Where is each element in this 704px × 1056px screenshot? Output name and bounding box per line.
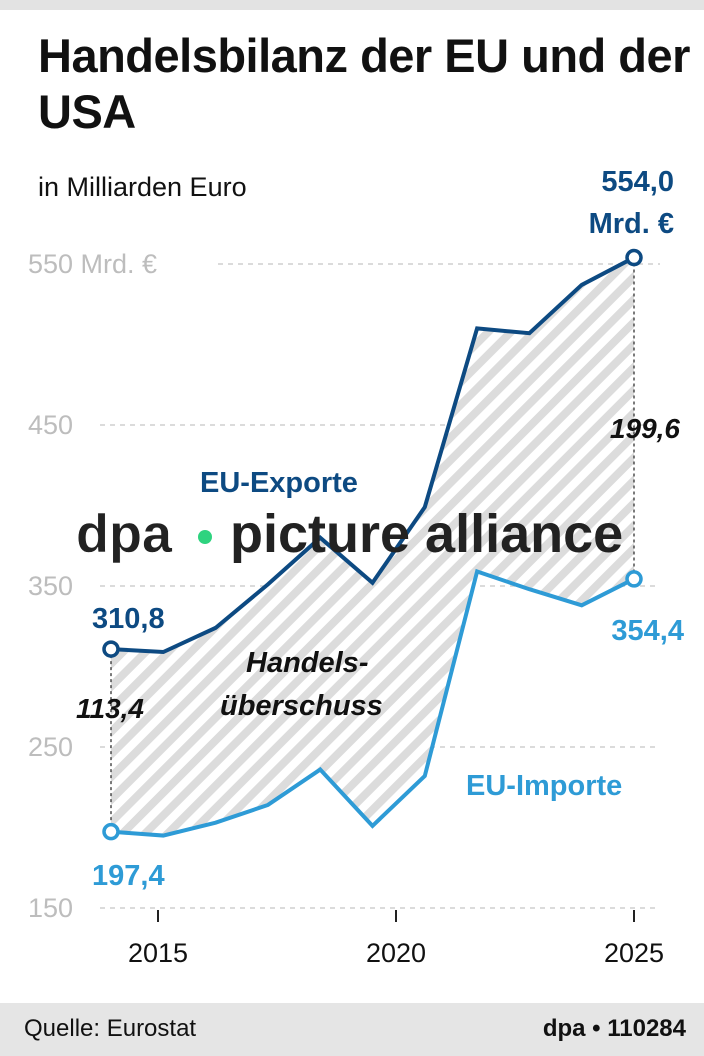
imports-point [625, 570, 643, 588]
x-tick-label: 2025 [604, 938, 664, 968]
chart: 150 250 350 450 550 Mrd. € 2015 2020 2025 310,8… [28, 166, 684, 968]
export-end-label: 554,0 [601, 166, 674, 198]
y-tick-label: 450 [28, 410, 73, 440]
watermark-picture-alliance: picture alliance [230, 504, 623, 564]
legend-imports: EU-Importe [466, 770, 622, 802]
x-tick-label: 2015 [128, 938, 188, 968]
difference-start-label: 113,4 [76, 693, 144, 724]
import-start-label: 197,4 [92, 860, 165, 892]
y-tick-label: 150 [28, 893, 73, 923]
credit-text: dpa • 110284 [542, 1015, 686, 1042]
watermark-dpa: dpa [76, 504, 173, 564]
area-label-line1: Handels- [246, 647, 368, 679]
trade-surplus-area [111, 257, 634, 836]
footer [0, 1003, 704, 1056]
import-end-label: 354,4 [611, 615, 684, 647]
y-tick-label: 250 [28, 732, 73, 762]
watermark-logo: dpa picture alliance [76, 504, 623, 565]
exports-point [625, 248, 643, 267]
x-tick-label: 2020 [366, 938, 426, 968]
imports-point [102, 822, 120, 841]
exports-point [102, 640, 120, 658]
chart-title: Handelsbilanz der EU und der USA [38, 29, 690, 138]
y-tick-label: 550 Mrd. € [28, 249, 157, 279]
y-tick-label: 350 [28, 571, 73, 601]
area-label-line2: überschuss [220, 690, 383, 722]
source-text: Quelle: Eurostat [24, 1015, 197, 1042]
chart-subtitle: in Milliarden Euro [38, 172, 247, 202]
legend-exports: EU-Exporte [200, 467, 358, 499]
watermark-dot-icon [198, 530, 212, 544]
export-end-unit: Mrd. € [589, 208, 674, 240]
difference-end-label: 199,6 [610, 413, 680, 444]
top-bar [0, 0, 704, 10]
export-start-label: 310,8 [92, 603, 165, 635]
